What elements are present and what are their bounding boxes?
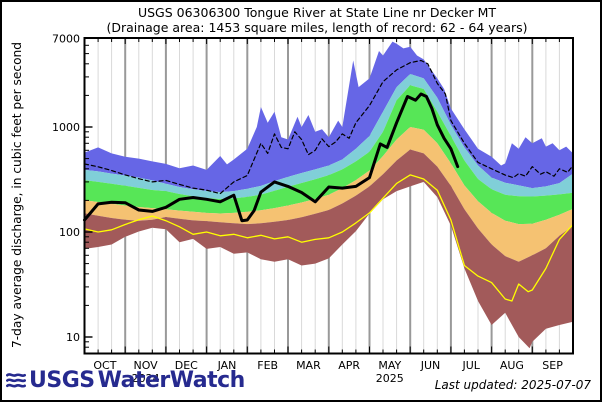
x-tick-label: APR xyxy=(338,359,360,372)
usgs-waterwatch-logo: USGS WaterWatch xyxy=(6,370,245,392)
x-tick-label: AUG xyxy=(500,359,524,372)
logo-usgs-text: USGS xyxy=(29,368,95,393)
x-tick-label: JUN xyxy=(420,359,441,372)
x-tick-label: DEC xyxy=(175,359,198,372)
thin-dashed-black-line xyxy=(83,59,574,195)
title-block: USGS 06306300 Tongue River at State Line… xyxy=(60,5,574,35)
orange-band xyxy=(84,127,573,262)
chart-subtitle: (Drainage area: 1453 square miles, lengt… xyxy=(106,20,528,35)
y-tick-label: 10 xyxy=(66,331,80,344)
x-tick-label: OCT xyxy=(93,359,116,372)
x-tick-label: MAY xyxy=(378,359,401,372)
axis-tick-labels: 7000 1000 100 10 OCT NOV DEC JAN FEB MAR APR MAY JUN… xyxy=(52,32,563,385)
logo-waterwatch-text: WaterWatch xyxy=(97,368,246,393)
yellow-line xyxy=(83,174,574,302)
x-year-label: 2025 xyxy=(376,372,404,385)
green-band xyxy=(84,85,573,225)
x-tick-label: NOV xyxy=(133,359,158,372)
cyan-band xyxy=(84,74,573,199)
last-updated-text: Last updated: 2025-07-07 xyxy=(434,378,591,392)
brown-lower-band xyxy=(84,149,573,349)
x-tick-label: MAR xyxy=(296,359,321,372)
usgs-wave-icon xyxy=(6,373,26,388)
chart-title: USGS 06306300 Tongue River at State Line… xyxy=(137,5,497,20)
blue-upper-band xyxy=(84,41,573,193)
x-year-label: 2024 xyxy=(132,372,160,385)
y-tick-label: 1000 xyxy=(52,121,80,134)
data-lines xyxy=(83,59,574,302)
x-tick-label: FEB xyxy=(257,359,278,372)
percentile-bands xyxy=(84,41,573,349)
x-tick-label: SEP xyxy=(542,359,563,372)
x-tick-label: JUL xyxy=(461,359,480,372)
y-tick-label: 7000 xyxy=(52,32,80,45)
current-7day-discharge-line xyxy=(83,92,460,223)
y-tick-label: 100 xyxy=(59,226,80,239)
axis-ticks xyxy=(84,37,574,354)
x-tick-label: JAN xyxy=(217,359,237,372)
